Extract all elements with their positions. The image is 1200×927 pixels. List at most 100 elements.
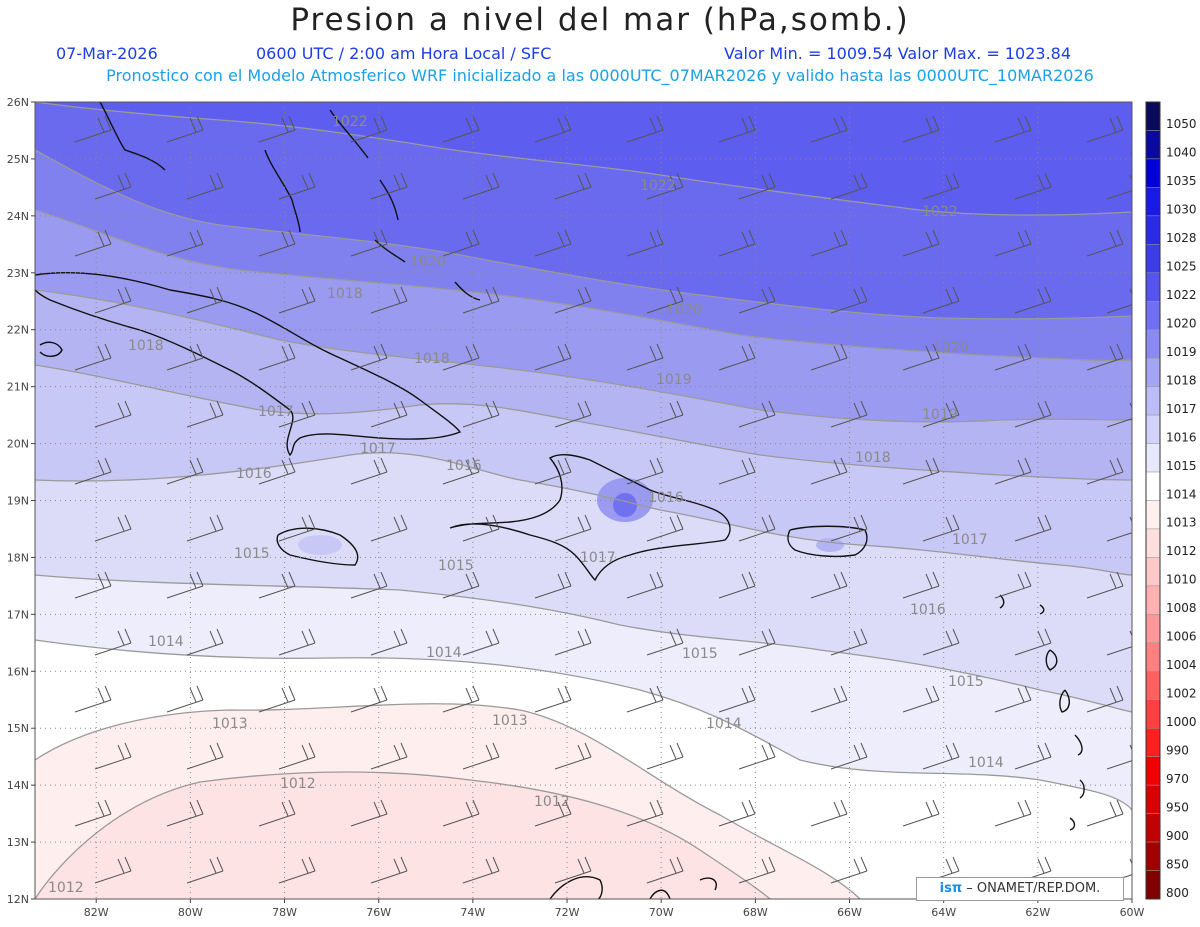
wind-barb bbox=[370, 742, 408, 770]
contour-label: 1017 bbox=[580, 550, 616, 566]
contour-label: 1014 bbox=[968, 755, 1004, 771]
credit-box: isπ – ONAMET/REP.DOM. bbox=[916, 877, 1124, 901]
band-1022 bbox=[35, 102, 1132, 216]
wind-barb bbox=[1106, 402, 1132, 428]
lon-label: 82W bbox=[84, 906, 109, 919]
colorbar-swatch bbox=[1145, 784, 1161, 814]
wind-barb bbox=[554, 856, 592, 884]
wind-barb bbox=[186, 514, 224, 542]
contour-label: 1014 bbox=[706, 716, 742, 732]
colorbar-label: 1002 bbox=[1166, 687, 1197, 701]
wind-barb bbox=[74, 799, 112, 827]
contour-label: 1012 bbox=[48, 880, 84, 896]
wind-barb bbox=[258, 343, 296, 371]
wind-barb bbox=[1086, 229, 1124, 257]
colorbar-swatch bbox=[1145, 699, 1161, 729]
hispaniola-coast bbox=[449, 453, 731, 582]
contour-label: 1013 bbox=[212, 716, 248, 732]
wind-barb bbox=[922, 172, 960, 200]
band-1013-south bbox=[35, 771, 770, 899]
colorbar-swatch bbox=[1145, 500, 1161, 530]
wind-barb bbox=[1014, 742, 1052, 770]
axis-labels: 82W 80W 78W 76W 74W 72W 70W 68W 66W 64W 62W 60W 26N 2… bbox=[7, 96, 1145, 919]
lat-label: 20N bbox=[7, 438, 29, 451]
contour-label: 1022 bbox=[640, 178, 676, 194]
isle-of-youth bbox=[39, 341, 63, 357]
wind-barb bbox=[278, 856, 316, 884]
colorbar-label: 1008 bbox=[1166, 601, 1197, 615]
wind-barb bbox=[258, 115, 296, 143]
colorbar-swatch bbox=[1145, 642, 1161, 672]
wind-barb bbox=[1014, 172, 1052, 200]
wind-barb bbox=[94, 172, 132, 200]
colorbar-label: 1000 bbox=[1166, 715, 1197, 729]
map-title: Presion a nivel del mar (hPa,somb.) bbox=[290, 2, 910, 38]
contour-label: 1017 bbox=[258, 404, 294, 420]
wind-barb bbox=[1106, 744, 1132, 770]
contour-label: 1017 bbox=[952, 532, 988, 548]
wind-barbs bbox=[74, 115, 1132, 884]
colorbar-swatch bbox=[1145, 386, 1161, 416]
lat-label: 23N bbox=[7, 267, 29, 280]
wind-barb bbox=[94, 286, 132, 314]
cuba-coast bbox=[35, 272, 462, 457]
wind-barb bbox=[902, 685, 940, 713]
wind-barb bbox=[646, 742, 684, 770]
colorbar-label: 1022 bbox=[1166, 288, 1197, 302]
wind-barb bbox=[186, 856, 224, 884]
colorbar-label: 950 bbox=[1166, 800, 1189, 814]
wind-barb bbox=[1014, 628, 1052, 656]
wind-barb bbox=[350, 343, 388, 371]
puerto-rico-coast bbox=[787, 525, 868, 558]
wind-barb bbox=[462, 856, 500, 884]
wind-barb bbox=[810, 115, 848, 143]
colorbar-label: 1018 bbox=[1166, 373, 1197, 387]
contour-label: 1012 bbox=[534, 794, 570, 810]
wind-barb bbox=[94, 400, 132, 428]
credit-text: – ONAMET/REP.DOM. bbox=[966, 881, 1101, 896]
lon-label: 76W bbox=[366, 906, 391, 919]
colorbar: 1050 1040 1035 1030 1028 1025 1022 1020 1019 1018… bbox=[1145, 101, 1197, 900]
wind-barb bbox=[462, 628, 500, 656]
wind-barb bbox=[994, 571, 1032, 599]
wind-barb bbox=[350, 457, 388, 485]
wind-barb bbox=[350, 229, 388, 257]
wind-barb bbox=[626, 799, 664, 827]
wind-barb bbox=[994, 115, 1032, 143]
wind-barb bbox=[166, 229, 204, 257]
wind-barb bbox=[554, 172, 592, 200]
wind-barb bbox=[186, 286, 224, 314]
wind-barb bbox=[922, 286, 960, 314]
wind-barb bbox=[534, 457, 572, 485]
wind-barb bbox=[1086, 685, 1124, 713]
colorbar-swatch bbox=[1145, 357, 1161, 387]
wind-barb bbox=[462, 400, 500, 428]
colorbar-swatch bbox=[1145, 813, 1161, 843]
wind-barb bbox=[902, 457, 940, 485]
wind-barb bbox=[370, 172, 408, 200]
colorbar-label: 850 bbox=[1166, 857, 1189, 871]
wind-barb bbox=[626, 115, 664, 143]
wind-barb bbox=[442, 799, 480, 827]
colorbar-swatch bbox=[1145, 870, 1161, 900]
wind-barb bbox=[166, 571, 204, 599]
wind-barb bbox=[718, 457, 756, 485]
wind-barb bbox=[94, 856, 132, 884]
colorbar-swatch bbox=[1145, 528, 1161, 558]
colorbar-frame bbox=[1145, 101, 1161, 900]
wind-barb bbox=[646, 628, 684, 656]
contour-label: 1013 bbox=[492, 713, 528, 729]
wind-barb bbox=[646, 514, 684, 542]
wind-barb bbox=[258, 571, 296, 599]
band-1018 bbox=[35, 290, 1132, 480]
band-1017 bbox=[35, 365, 1132, 575]
wind-barb bbox=[738, 400, 776, 428]
wind-barb bbox=[186, 400, 224, 428]
contour-label: 1022 bbox=[922, 204, 958, 220]
colorbar-swatch bbox=[1145, 727, 1161, 757]
jamaica-cell bbox=[298, 535, 342, 555]
contour-label: 1019 bbox=[922, 407, 958, 423]
wind-barb bbox=[94, 514, 132, 542]
wind-barb bbox=[738, 628, 776, 656]
contour-label: 1022 bbox=[332, 114, 368, 130]
